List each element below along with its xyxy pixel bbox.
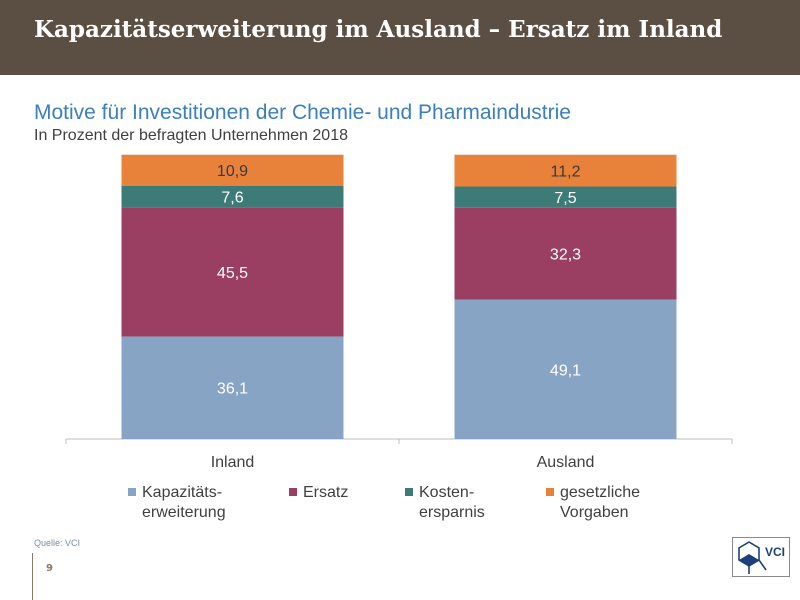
source-note: Quelle: VCI — [34, 538, 81, 548]
legend-label-cost-savings: Kosten- ersparnis — [419, 484, 485, 521]
bar-segment-cost-savings-ausland — [454, 186, 677, 208]
footer-rule — [32, 553, 33, 600]
logo-text: VCI — [765, 545, 785, 559]
data-label-replacement-inland: 45,5 — [217, 265, 248, 282]
data-label-capacity-ausland: 49,1 — [550, 362, 581, 379]
legend-swatch-cost-savings — [405, 488, 413, 496]
chart-legend: Kapazitäts- erweiterung Ersatz Kosten- e… — [0, 483, 800, 528]
legend-label-regulations: gesetzliche Vorgaben — [560, 484, 641, 521]
chart-subtitle: In Prozent der befragten Unternehmen 201… — [34, 127, 348, 144]
data-label-cost-savings-inland: 7,6 — [221, 189, 243, 206]
data-label-regulations-inland: 10,9 — [217, 163, 248, 180]
bar-segment-cost-savings-inland — [121, 185, 344, 208]
bar-segment-capacity-inland — [121, 336, 344, 439]
bar-segment-replacement-inland — [121, 207, 344, 337]
data-label-replacement-ausland: 32,3 — [550, 247, 581, 264]
legend-swatch-regulations — [546, 488, 554, 496]
legend-item-cost-savings: Kosten- ersparnis — [405, 483, 485, 523]
slide-title: Kapazitätserweiterung im Ausland – Ersat… — [34, 16, 723, 43]
legend-item-regulations: gesetzliche Vorgaben — [546, 483, 640, 523]
chart-title: Motive für Investitionen der Chemie- und… — [34, 101, 571, 124]
legend-swatch-capacity — [128, 488, 136, 496]
bar-segment-regulations-ausland — [454, 154, 677, 187]
legend-item-capacity: Kapazitäts- erweiterung — [128, 483, 226, 523]
bar-segment-capacity-ausland — [454, 299, 677, 439]
legend-label-replacement: Ersatz — [303, 484, 349, 501]
category-label-inland: Inland — [211, 454, 255, 471]
legend-item-replacement: Ersatz — [289, 483, 348, 503]
vci-logo: VCI — [732, 537, 790, 577]
category-label-ausland: Ausland — [537, 454, 595, 471]
data-label-regulations-ausland: 11,2 — [551, 164, 581, 181]
legend-label-capacity: Kapazitäts- erweiterung — [142, 484, 226, 521]
legend-swatch-replacement — [289, 488, 297, 496]
data-label-capacity-inland: 36,1 — [217, 381, 248, 398]
header-band — [0, 0, 800, 75]
page-number: 9 — [46, 563, 53, 574]
bar-segment-replacement-ausland — [454, 207, 677, 300]
bar-segment-regulations-inland — [121, 154, 344, 186]
data-label-cost-savings-ausland: 7,5 — [554, 190, 576, 207]
